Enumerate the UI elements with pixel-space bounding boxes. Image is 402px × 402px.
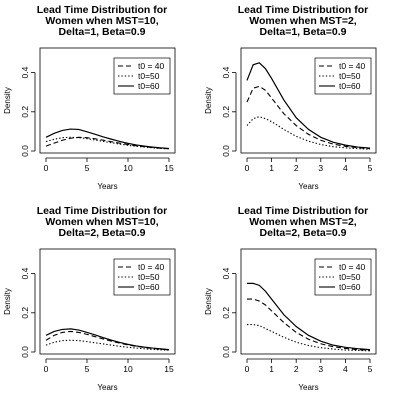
chart-panel-1: Lead Time Distribution for Women when MST… (0, 0, 201, 201)
y-tick-label: 0.0 (20, 346, 30, 358)
chart-title-line: Delta=1, Beta=0.9 (59, 26, 146, 38)
y-tick-label: 0.4 (20, 267, 30, 279)
x-tick-label: 3 (318, 364, 323, 374)
series-line-3 (45, 128, 170, 150)
y-tick-label: 0.4 (221, 267, 231, 279)
chart-title-line: Lead Time Distribution for (238, 205, 368, 217)
chart-panel-2: Lead Time Distribution for Women when MST… (201, 0, 402, 201)
x-tick-label: 1 (269, 364, 274, 374)
legend-label: t0=60 (339, 282, 361, 292)
legend-label: t0=50 (339, 272, 361, 282)
x-tick-label: 5 (368, 163, 373, 173)
legend-box (113, 258, 171, 296)
legend-label: t0=60 (138, 282, 160, 292)
legend-label: t0=60 (138, 81, 160, 91)
series-line-2 (246, 116, 371, 150)
chart-title-line: Women when MST=2, (249, 216, 357, 228)
y-tick-label: 0.4 (221, 66, 231, 78)
series-line-2 (247, 324, 371, 352)
x-tick-label: 0 (245, 163, 250, 173)
legend-label: t0=60 (339, 81, 361, 91)
legend-label: t0 = 40 (138, 262, 165, 272)
x-tick-label: 5 (368, 364, 373, 374)
y-tick-label: 0.4 (20, 66, 30, 78)
legend-label: t0=50 (339, 71, 361, 81)
legend-label: t0=50 (138, 71, 160, 81)
y-axis-label: Density (204, 288, 213, 315)
series-line-1 (247, 298, 371, 351)
x-tick-label: 15 (164, 163, 174, 173)
x-tick-label: 10 (123, 364, 133, 374)
chart-title-line: Delta=2, Beta=0.9 (260, 227, 347, 239)
x-tick-label: 2 (294, 163, 299, 173)
x-tick-label: 0 (44, 163, 49, 173)
x-tick-label: 0 (44, 364, 49, 374)
legend-label: t0 = 40 (339, 262, 366, 272)
plot-frame (240, 248, 377, 355)
chart-title-line: Lead Time Distribution for (37, 4, 167, 16)
series-line-1 (246, 85, 371, 150)
series-line-2 (45, 339, 170, 351)
x-axis-label: Years (97, 182, 117, 191)
series-line-3 (247, 282, 371, 351)
legend-box (314, 57, 372, 95)
chart-title-line: Lead Time Distribution for (37, 205, 167, 217)
chart-title-line: Women when MST=10, (45, 216, 158, 228)
x-axis-label: Years (298, 383, 318, 392)
chart-title-line: Delta=1, Beta=0.9 (260, 26, 347, 38)
x-tick-label: 15 (164, 364, 174, 374)
x-tick-label: 0 (245, 364, 250, 374)
legend-label: t0 = 40 (138, 61, 165, 71)
y-axis-label: Density (204, 87, 213, 114)
y-axis-label: Density (3, 87, 12, 114)
chart-panel-3: Lead Time Distribution for Women when MST… (0, 201, 201, 402)
series-line-3 (45, 328, 170, 351)
chart-panel-4: Lead Time Distribution for Women when MST… (201, 201, 402, 402)
x-tick-label: 10 (123, 163, 133, 173)
y-tick-label: 0.2 (20, 106, 30, 118)
series-line-1 (45, 330, 170, 351)
x-tick-label: 2 (294, 364, 299, 374)
x-tick-label: 4 (343, 163, 348, 173)
y-tick-label: 0.2 (20, 307, 30, 319)
x-axis-label: Years (97, 383, 117, 392)
chart-title-line: Women when MST=2, (249, 15, 357, 27)
x-tick-label: 1 (269, 163, 274, 173)
chart-title-line: Delta=2, Beta=0.9 (59, 227, 146, 239)
y-tick-label: 0.2 (221, 106, 231, 118)
legend-label: t0=50 (138, 272, 160, 282)
y-tick-label: 0.0 (221, 145, 231, 157)
chart-title-line: Lead Time Distribution for (238, 4, 368, 16)
legend-box (113, 57, 171, 95)
legend-label: t0 = 40 (339, 61, 366, 71)
x-tick-label: 3 (318, 163, 323, 173)
x-tick-label: 4 (343, 364, 348, 374)
x-tick-label: 5 (85, 163, 90, 173)
y-tick-label: 0.0 (20, 145, 30, 157)
plot-frame (240, 47, 377, 154)
series-line-2 (45, 136, 170, 150)
y-axis-label: Density (3, 288, 12, 315)
series-line-3 (246, 62, 371, 149)
x-tick-label: 5 (85, 364, 90, 374)
y-tick-label: 0.2 (221, 307, 231, 319)
x-axis-label: Years (298, 182, 318, 191)
chart-title-line: Women when MST=10, (45, 15, 158, 27)
legend-box (314, 258, 372, 296)
plot-frame (39, 47, 176, 154)
y-tick-label: 0.0 (221, 346, 231, 358)
plot-frame (39, 248, 176, 355)
